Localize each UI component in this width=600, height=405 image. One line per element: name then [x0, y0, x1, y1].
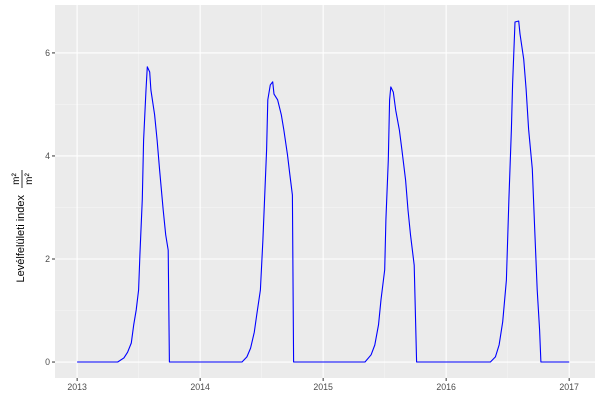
y-tick-label: 2	[45, 254, 50, 264]
gridlines	[55, 5, 595, 378]
x-tick-label: 2017	[559, 382, 579, 392]
y-axis: 0 2 4 6	[45, 48, 55, 367]
series-layer	[77, 20, 570, 363]
y-axis-unit-denominator: m²	[24, 173, 35, 185]
x-axis: 2013 2014 2015 2016 2017	[67, 378, 579, 392]
plot-panel	[55, 5, 595, 378]
series-line	[77, 20, 570, 363]
y-tick-label: 0	[45, 357, 50, 367]
y-axis-label: Levélfelületi index	[15, 195, 27, 283]
x-tick-label: 2015	[313, 382, 333, 392]
y-tick-label: 4	[45, 151, 50, 161]
x-tick-label: 2014	[190, 382, 210, 392]
y-axis-unit-numerator: m²	[11, 173, 22, 185]
x-tick-label: 2016	[436, 382, 456, 392]
x-tick-label: 2013	[67, 382, 87, 392]
y-axis-title: Levélfelületi index m² m²	[11, 170, 35, 282]
y-tick-label: 6	[45, 48, 50, 58]
